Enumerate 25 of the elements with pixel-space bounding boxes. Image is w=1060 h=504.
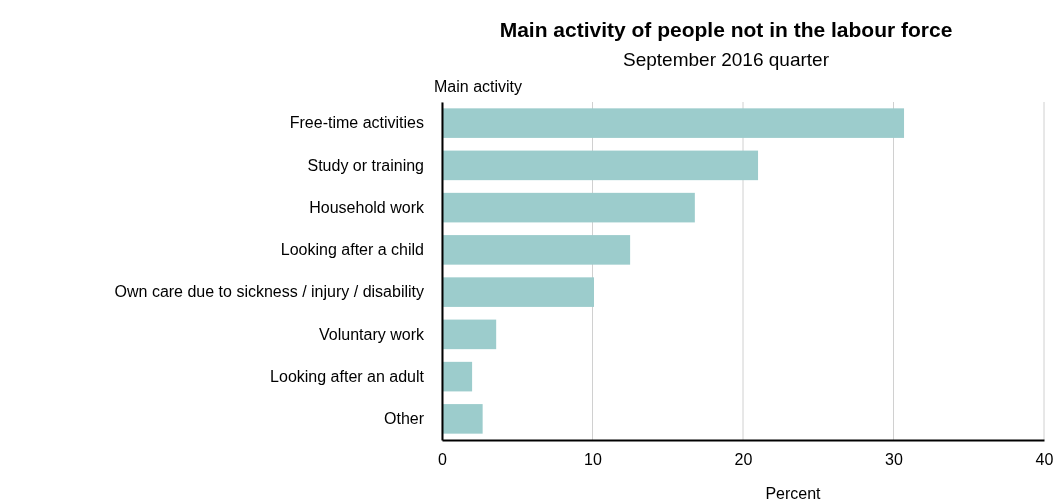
y-tick-label: Own care due to sickness / injury / disability [114,283,424,301]
y-tick-label: Looking after an adult [270,367,425,385]
y-tick-label: Free-time activities [289,114,424,132]
y-tick-label: Household work [309,198,425,216]
x-tick-label: 10 [584,451,602,469]
y-tick-label: Other [383,409,425,427]
x-tick-label: 20 [734,451,753,469]
bar [442,235,631,265]
y-tick-label: Voluntary work [319,325,425,343]
x-tick-label: 0 [438,451,448,469]
bar [442,150,759,181]
bar [442,108,905,138]
bar [442,192,695,223]
bar [442,361,473,392]
x-tick-label: 40 [1035,451,1054,469]
bar [442,277,595,307]
y-tick-label: Looking after a child [280,240,424,258]
chart-title: Main activity of people not in the labour force [499,18,953,41]
bar [442,404,483,434]
x-tick-label: 30 [885,451,903,469]
x-axis-title: Percent [765,485,822,502]
y-axis-title: Main activity [434,78,523,95]
chart-subtitle: September 2016 quarter [623,49,830,70]
y-tick-label: Study or training [307,156,424,174]
bar [442,319,497,350]
